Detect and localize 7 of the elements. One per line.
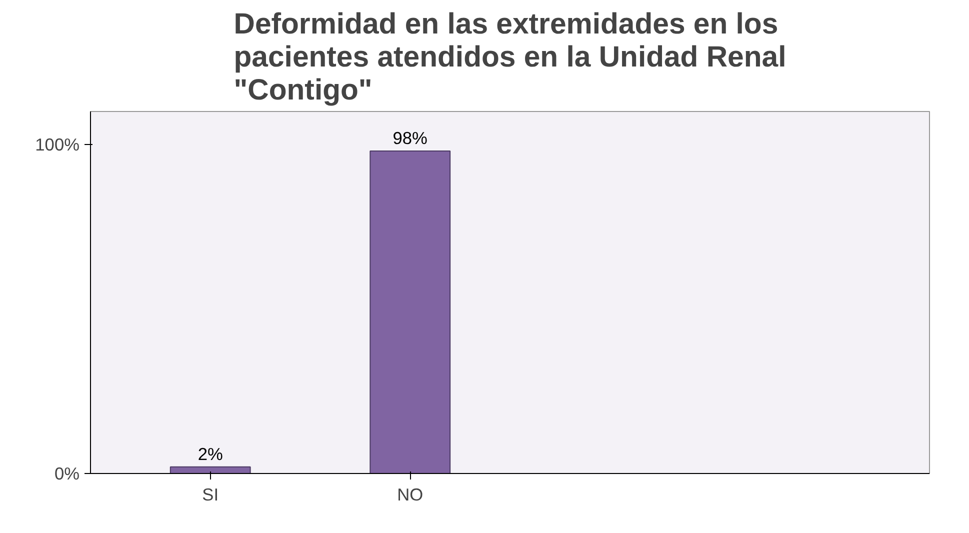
data-label: 2% [198,444,223,464]
x-tick-label: NO [397,484,424,504]
chart-title: Deformidad en las extremidades en los pacientes atendidos en la Unidad Renal "Contigo" [234,8,786,106]
y-tick-label: 0% [54,464,80,484]
y-tick-label: 100% [35,134,80,154]
data-label: 98% [392,128,428,148]
x-tick-label: SI [202,484,219,504]
